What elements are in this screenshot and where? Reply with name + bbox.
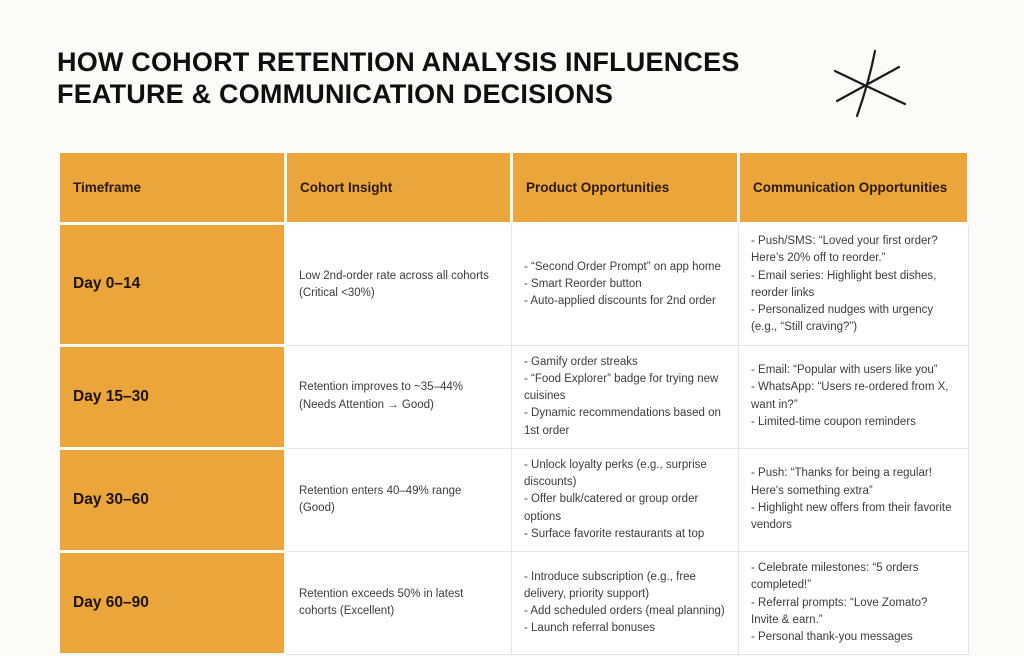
cohort-insight-cell: Retention enters 40–49% range (Good)	[285, 447, 512, 553]
page-title-line-1: HOW COHORT RETENTION ANALYSIS INFLUENCES	[57, 47, 740, 77]
table-header-row: Timeframe Cohort Insight Product Opportu…	[57, 150, 970, 225]
product-opportunities-cell: - Unlock loyalty perks (e.g., surprise d…	[511, 447, 739, 553]
cohort-retention-table: Timeframe Cohort Insight Product Opportu…	[57, 150, 970, 656]
product-opportunities-cell: - Introduce subscription (e.g., free del…	[511, 550, 739, 656]
product-opportunities-cell: - Gamify order streaks - “Food Explorer”…	[511, 344, 739, 449]
communication-opportunities-cell: - Push/SMS: “Loved your first order? Her…	[738, 223, 969, 346]
column-header-cohort-insight: Cohort Insight	[284, 150, 513, 225]
communication-opportunities-cell: - Celebrate milestones: “5 orders comple…	[738, 550, 969, 656]
page-title-line-2: FEATURE & COMMUNICATION DECISIONS	[57, 79, 614, 110]
timeframe-cell: Day 60–90	[57, 549, 287, 656]
timeframe-cell: Day 15–30	[57, 343, 287, 450]
table-row: Day 0–14 Low 2nd-order rate across all c…	[57, 222, 969, 347]
product-opportunities-cell: - “Second Order Prompt” on app home - Sm…	[511, 223, 739, 346]
cohort-insight-cell: Low 2nd-order rate across all cohorts (C…	[285, 223, 512, 346]
column-header-communication-opportunities: Communication Opportunities	[737, 150, 970, 225]
column-header-product-opportunities: Product Opportunities	[510, 150, 740, 225]
communication-opportunities-cell: - Push: “Thanks for being a regular! Her…	[738, 447, 969, 553]
cohort-insight-cell: Retention exceeds 50% in latest cohorts …	[285, 550, 512, 656]
timeframe-cell: Day 30–60	[57, 446, 287, 554]
table-row: Day 60–90 Retention exceeds 50% in lates…	[57, 549, 969, 656]
table-row: Day 30–60 Retention enters 40–49% range …	[57, 446, 969, 554]
communication-opportunities-cell: - Email: “Popular with users like you” -…	[738, 344, 969, 449]
page-title: HOW COHORT RETENTION ANALYSIS INFLUENCES…	[57, 46, 817, 111]
timeframe-cell: Day 0–14	[57, 222, 287, 347]
asterisk-icon	[833, 49, 907, 118]
cohort-insight-cell: Retention improves to ~35–44% (Needs Att…	[285, 344, 512, 449]
column-header-timeframe: Timeframe	[57, 150, 287, 225]
table-row: Day 15–30 Retention improves to ~35–44% …	[57, 343, 969, 450]
